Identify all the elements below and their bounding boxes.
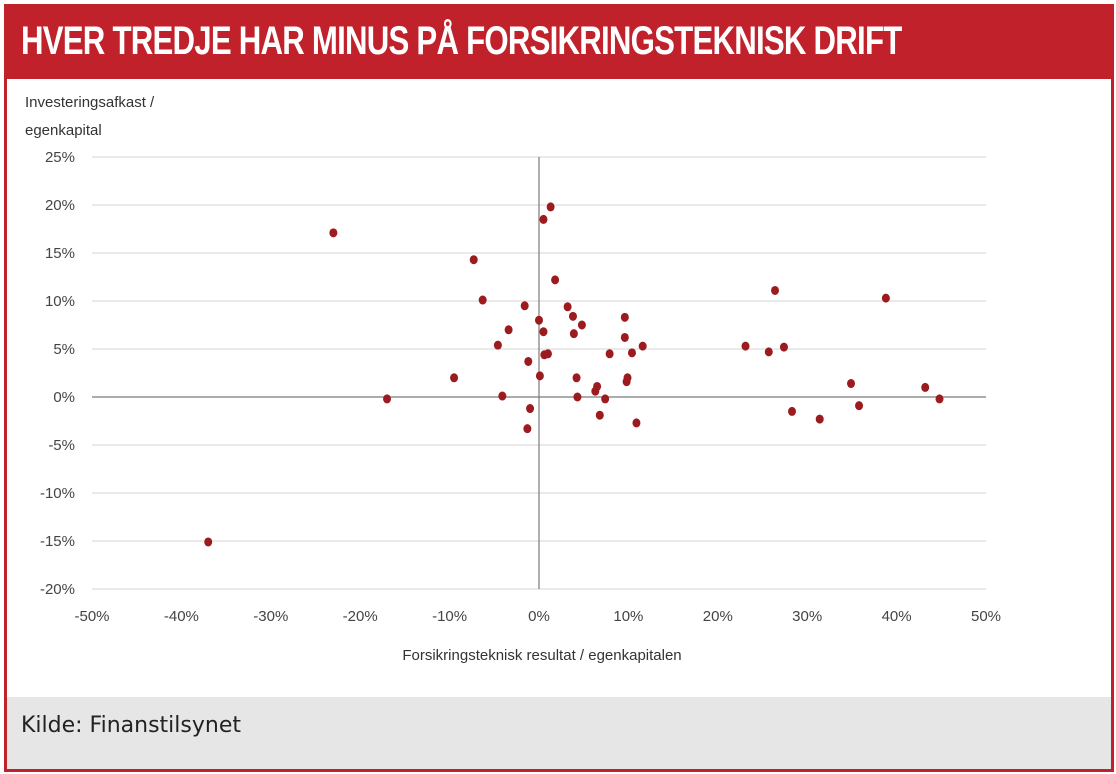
data-point <box>620 312 629 322</box>
data-point <box>469 255 478 265</box>
data-point <box>855 401 864 411</box>
chart-card: HVER TREDJE HAR MINUS PÅ FORSIKRINGSTEKN… <box>4 4 1114 772</box>
data-point <box>605 349 614 359</box>
x-tick-label: 50% <box>971 608 1001 625</box>
data-point <box>539 214 548 224</box>
y-tick-label: 15% <box>45 245 75 262</box>
data-point <box>741 341 750 351</box>
data-point <box>847 379 856 389</box>
data-point <box>595 410 604 420</box>
data-point <box>535 315 543 325</box>
data-point <box>569 329 578 339</box>
data-point <box>573 392 582 402</box>
scatter-plot: 25% 20% 15% 10% 5% 0% -5% -10% -15% -20% -50% -40% -… <box>40 149 1001 625</box>
y-tick-label: -10% <box>40 485 75 502</box>
y-tick-label: -5% <box>48 437 75 454</box>
data-point <box>935 394 944 404</box>
data-point <box>526 404 535 414</box>
data-point <box>601 394 610 404</box>
y-tick-label: -15% <box>40 533 75 550</box>
data-point <box>779 342 788 352</box>
data-point <box>623 373 632 383</box>
x-tick-label: 30% <box>792 608 822 625</box>
data-point <box>627 348 636 358</box>
y-axis-title: Investeringsafkast / egenkapital <box>25 89 154 145</box>
data-point <box>450 373 459 383</box>
data-point <box>498 391 507 401</box>
data-point <box>504 325 513 335</box>
data-point <box>524 356 533 366</box>
data-point <box>771 285 780 295</box>
source-text: Kilde: Finanstilsynet <box>21 713 241 738</box>
data-point <box>764 347 773 357</box>
source-bar: Kilde: Finanstilsynet <box>7 697 1111 769</box>
x-tick-label: -30% <box>253 608 288 625</box>
x-tick-label: -40% <box>164 608 199 625</box>
data-point <box>881 293 890 303</box>
y-tick-label: 5% <box>53 341 75 358</box>
data-point <box>539 327 548 337</box>
y-tick-label: 0% <box>53 389 75 406</box>
x-tick-label: 40% <box>882 608 912 625</box>
x-tick-label: -20% <box>343 608 378 625</box>
data-point <box>593 381 602 391</box>
data-point <box>815 414 824 424</box>
data-point <box>329 228 338 238</box>
x-tick-label: 0% <box>528 608 550 625</box>
title-banner: HVER TREDJE HAR MINUS PÅ FORSIKRINGSTEKN… <box>7 7 1111 79</box>
y-axis-title-line-2: egenkapital <box>25 122 102 139</box>
data-point <box>563 302 572 312</box>
data-point <box>535 371 544 381</box>
data-point <box>523 424 532 434</box>
data-point <box>572 373 581 383</box>
data-point <box>546 202 555 212</box>
x-tick-label: -50% <box>74 608 109 625</box>
chart-title: HVER TREDJE HAR MINUS PÅ FORSIKRINGSTEKN… <box>21 19 902 63</box>
y-tick-label: 25% <box>45 149 75 166</box>
data-point <box>577 320 586 330</box>
data-point <box>493 340 502 350</box>
data-point <box>620 332 629 342</box>
data-point <box>383 394 392 404</box>
y-tick-label: -20% <box>40 581 75 598</box>
y-tick-label: 10% <box>45 293 75 310</box>
x-tick-label: 20% <box>703 608 733 625</box>
x-tick-label: -10% <box>432 608 467 625</box>
x-tick-label: 10% <box>613 608 643 625</box>
x-axis-title: Forsikringsteknisk resultat / egenkapita… <box>402 647 682 664</box>
data-point <box>788 406 797 416</box>
data-point <box>204 537 213 547</box>
y-axis-title-line-1: Investeringsafkast / <box>25 94 155 111</box>
data-point <box>478 295 487 305</box>
data-point <box>568 311 577 321</box>
data-point <box>520 301 529 311</box>
y-tick-label: 20% <box>45 197 75 214</box>
data-point <box>638 341 647 351</box>
data-point <box>921 382 930 392</box>
data-point <box>632 418 641 428</box>
data-point <box>551 275 560 285</box>
data-point <box>543 349 552 359</box>
